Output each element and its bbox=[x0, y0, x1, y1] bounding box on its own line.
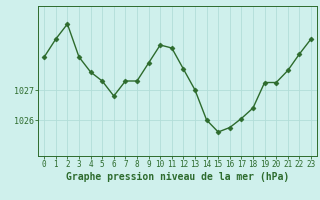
X-axis label: Graphe pression niveau de la mer (hPa): Graphe pression niveau de la mer (hPa) bbox=[66, 172, 289, 182]
